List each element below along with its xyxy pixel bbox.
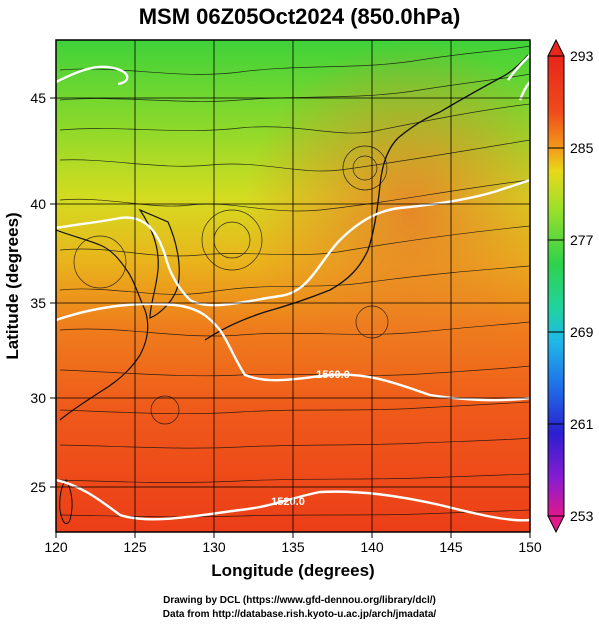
y-tick-label: 40	[30, 196, 46, 212]
credits-drawing: Drawing by DCL (https://www.gfd-dennou.o…	[163, 595, 436, 606]
map-title: MSM 06Z05Oct2024 (850.0hPa)	[138, 4, 461, 29]
height-contours	[56, 54, 530, 522]
x-axis-title: Longitude (degrees)	[211, 561, 374, 580]
y-axis-title: Latitude (degrees)	[3, 212, 22, 359]
credits-data: Data from http://database.rish.kyoto-u.a…	[162, 609, 437, 620]
y-tick-label: 25	[30, 479, 46, 495]
colorbar-label: 285	[570, 140, 594, 156]
x-axis	[55, 532, 531, 538]
colorbar-label: 269	[570, 324, 594, 340]
colorbar-label: 253	[570, 508, 594, 524]
contour-label-1520: 1520.0	[271, 496, 305, 508]
japan-outline	[204, 54, 529, 341]
taiwan-outline	[59, 479, 73, 525]
y-axis	[50, 97, 56, 488]
colorbar	[547, 38, 565, 534]
temperature-field: 1560.0 1520.0	[56, 40, 530, 532]
y-tick-label: 45	[30, 90, 46, 106]
colorbar-label: 293	[570, 48, 594, 64]
graticule	[56, 40, 530, 532]
x-tick-label: 135	[281, 539, 305, 555]
x-tick-label: 145	[439, 539, 463, 555]
korean-peninsula	[138, 208, 180, 319]
streamlines	[59, 45, 530, 518]
y-tick-label: 30	[30, 390, 46, 406]
x-tick-label: 150	[518, 539, 542, 555]
x-tick-label: 120	[44, 539, 68, 555]
y-tick-label: 35	[30, 295, 46, 311]
contour-label-1560: 1560.0	[316, 369, 350, 381]
colorbar-label: 277	[570, 232, 594, 248]
continent-coast	[56, 229, 149, 421]
credits: Drawing by DCL (https://www.gfd-dennou.o…	[0, 594, 599, 622]
x-tick-label: 125	[123, 539, 147, 555]
colorbar-label: 261	[570, 416, 594, 432]
x-tick-label: 140	[360, 539, 384, 555]
x-tick-label: 130	[202, 539, 226, 555]
